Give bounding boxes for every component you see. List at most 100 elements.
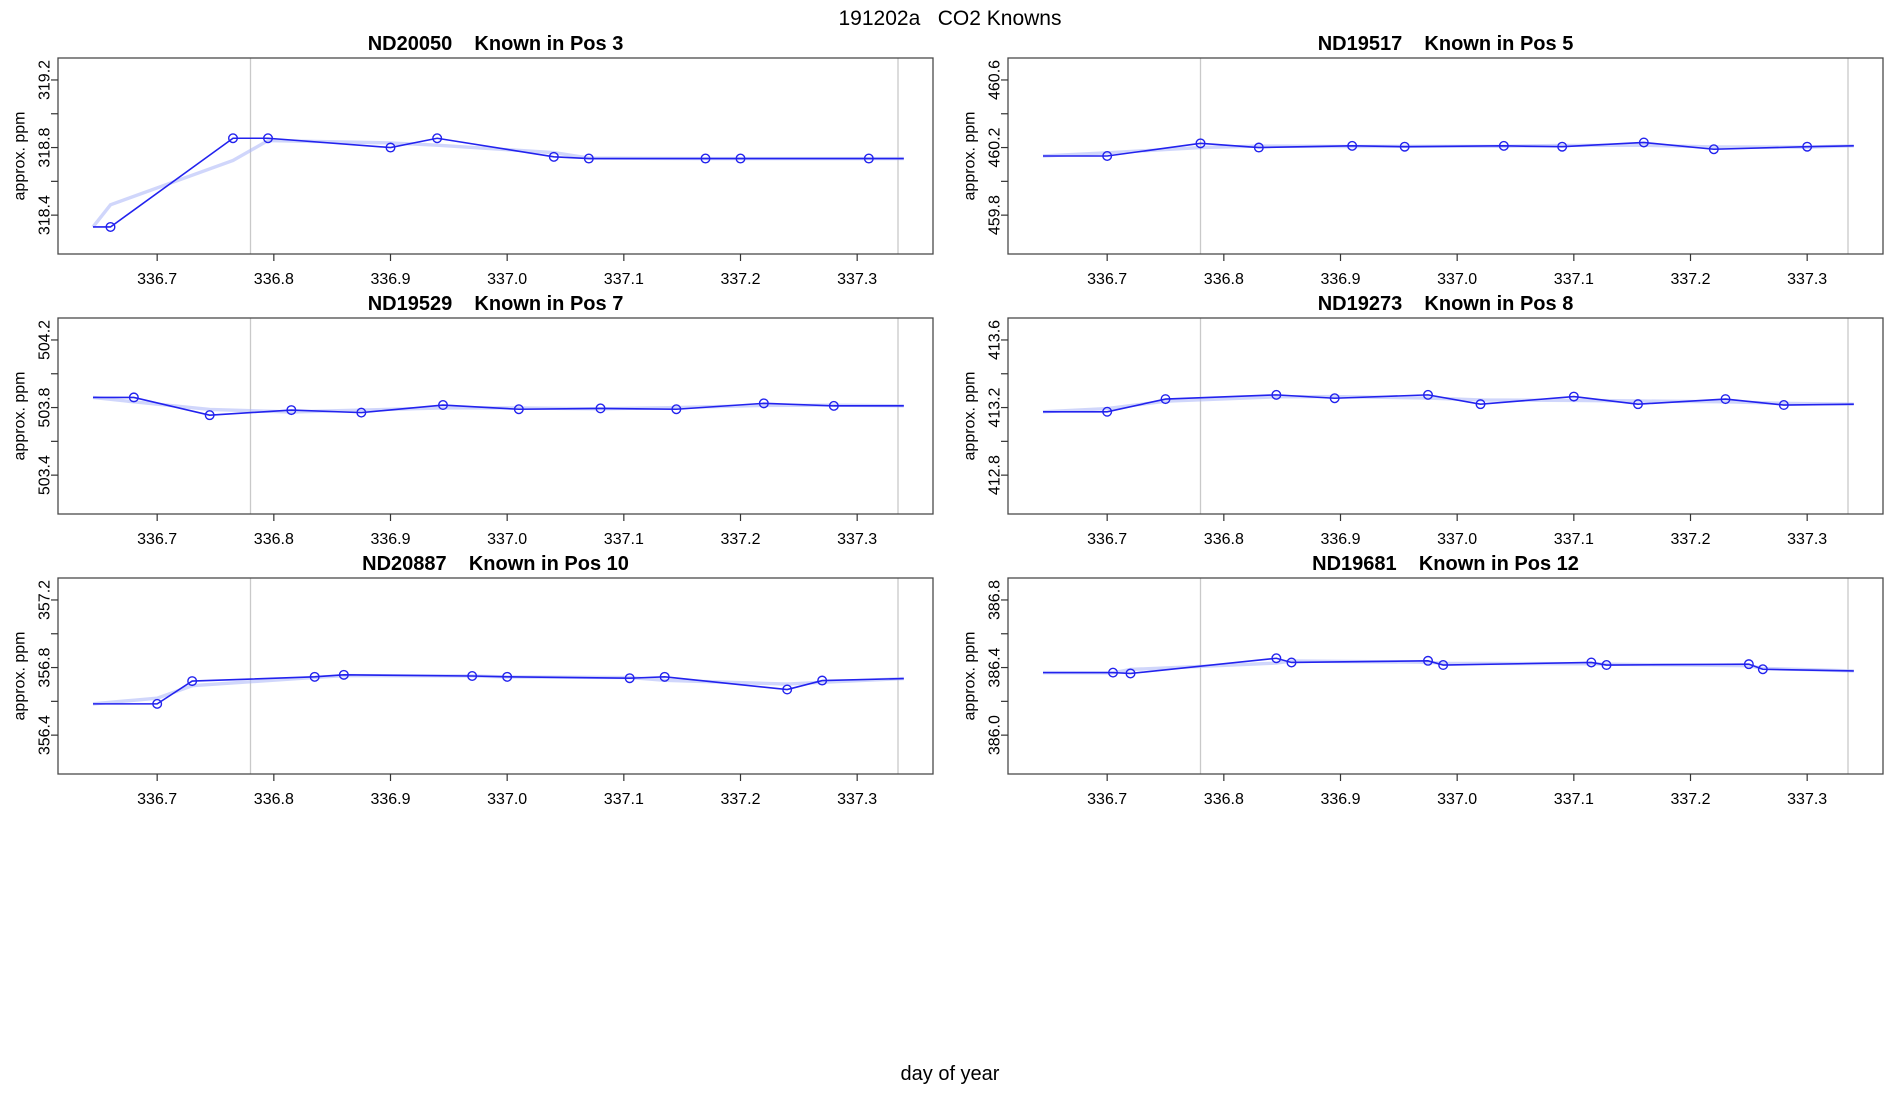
chart-panel-3: 336.7 336.8 336.9 337.0 337.1 337.2 337.3 503.4…	[0, 290, 950, 550]
y-tick-label: 460.2	[987, 127, 1004, 167]
data-point	[548, 151, 559, 162]
x-tick-label: 336.9	[370, 271, 410, 288]
data-point	[671, 404, 682, 415]
y-axis-label: approx. ppm	[962, 112, 979, 201]
data-point	[1271, 653, 1282, 664]
x-tick-label: 337.0	[487, 791, 527, 808]
data-point	[735, 153, 746, 164]
data-point	[105, 221, 116, 232]
data-point	[432, 133, 443, 144]
x-tick-label: 336.7	[1087, 271, 1127, 288]
chart-panel-2: 336.7 336.8 336.9 337.0 337.1 337.2 337.3 459.8…	[950, 30, 1900, 290]
data-point	[1107, 667, 1118, 678]
panel-grid: 336.7 336.8 336.9 337.0 337.1 337.2 337.3 318.4…	[0, 30, 1900, 810]
x-tick-label: 336.9	[370, 531, 410, 548]
data-point	[385, 142, 396, 153]
data-line	[1043, 657, 1854, 675]
y-tick-label: 386.8	[987, 580, 1004, 620]
x-tick-label: 336.8	[1204, 531, 1244, 548]
data-line	[93, 396, 904, 416]
plot-box	[57, 577, 934, 775]
data-point	[1438, 660, 1449, 671]
data-point	[1633, 399, 1644, 410]
x-tick-label: 336.9	[1320, 531, 1360, 548]
data-point	[1586, 657, 1597, 668]
x-tick-label: 337.1	[1554, 271, 1594, 288]
data-point	[356, 407, 367, 418]
panel-title: ND19681 Known in Pos 12	[1312, 553, 1579, 575]
data-point	[1102, 406, 1113, 417]
data-point	[828, 400, 839, 411]
y-tick-label: 357.2	[37, 580, 54, 620]
y-tick-label: 413.2	[987, 387, 1004, 427]
data-point	[286, 405, 297, 416]
y-tick-label: 386.0	[987, 715, 1004, 755]
data-point	[1778, 400, 1789, 411]
data-point	[187, 676, 198, 687]
data-point	[1160, 394, 1171, 405]
data-point	[1253, 142, 1264, 153]
x-tick-label: 336.8	[254, 531, 294, 548]
data-point	[1399, 141, 1410, 152]
data-line-underlay	[92, 395, 904, 414]
data-point	[309, 671, 320, 682]
data-point	[1423, 389, 1434, 400]
y-axis-label: approx. ppm	[962, 372, 979, 461]
data-point	[513, 404, 524, 415]
data-point	[338, 669, 349, 680]
data-point	[700, 153, 711, 164]
plot-box	[57, 317, 934, 515]
data-point	[263, 133, 274, 144]
data-point	[502, 671, 513, 682]
chart-panel-6: 336.7 336.8 336.9 337.0 337.1 337.2 337.3 386.0…	[950, 550, 1900, 810]
x-tick-label: 336.7	[1087, 791, 1127, 808]
x-tick-label: 337.2	[720, 531, 760, 548]
outer-x-axis-label: day of year	[900, 1063, 1000, 1085]
x-tick-label: 336.7	[137, 791, 177, 808]
panel-title: ND20887 Known in Pos 10	[362, 553, 629, 575]
x-tick-label: 336.9	[1320, 791, 1360, 808]
data-point	[438, 400, 449, 411]
data-line	[93, 674, 904, 705]
data-line-underlay	[1042, 659, 1854, 675]
x-tick-label: 336.9	[370, 791, 410, 808]
data-point	[152, 698, 163, 709]
x-tick-label: 337.0	[1437, 531, 1477, 548]
x-tick-label: 337.3	[837, 271, 877, 288]
data-point	[1708, 144, 1719, 155]
data-point	[1802, 141, 1813, 152]
panel-title: ND19529 Known in Pos 7	[368, 293, 624, 315]
data-point	[1423, 655, 1434, 666]
data-point	[595, 403, 606, 414]
data-point	[227, 133, 238, 144]
x-tick-label: 336.7	[1087, 531, 1127, 548]
x-tick-label: 337.2	[1670, 791, 1710, 808]
x-tick-label: 337.2	[720, 791, 760, 808]
panel-chart-svg: 336.7 336.8 336.9 337.0 337.1 337.2 337.3 503.4…	[12, 293, 934, 548]
x-tick-label: 336.8	[254, 791, 294, 808]
y-tick-label: 318.8	[37, 127, 54, 167]
x-tick-label: 337.0	[487, 531, 527, 548]
data-point	[1125, 668, 1136, 679]
data-point	[782, 684, 793, 695]
y-tick-label: 318.4	[37, 195, 54, 235]
x-tick-label: 337.1	[604, 791, 644, 808]
data-line	[1043, 394, 1854, 413]
data-point	[1195, 138, 1206, 149]
data-point	[1475, 399, 1486, 410]
plot-box	[1007, 577, 1884, 775]
y-tick-label: 412.8	[987, 455, 1004, 495]
plot-box	[57, 57, 934, 255]
y-tick-label: 503.4	[37, 455, 54, 495]
panel-chart-svg: 336.7 336.8 336.9 337.0 337.1 337.2 337.3 318.4…	[12, 33, 934, 288]
data-point	[128, 392, 139, 403]
x-tick-label: 336.7	[137, 271, 177, 288]
x-tick-label: 337.3	[1787, 271, 1827, 288]
x-tick-label: 336.7	[137, 531, 177, 548]
y-tick-label: 356.4	[37, 715, 54, 755]
x-tick-label: 337.3	[1787, 531, 1827, 548]
x-tick-label: 337.2	[1670, 531, 1710, 548]
y-axis-label: approx. ppm	[962, 632, 979, 721]
x-tick-label: 337.2	[1670, 271, 1710, 288]
y-tick-label: 503.8	[37, 387, 54, 427]
